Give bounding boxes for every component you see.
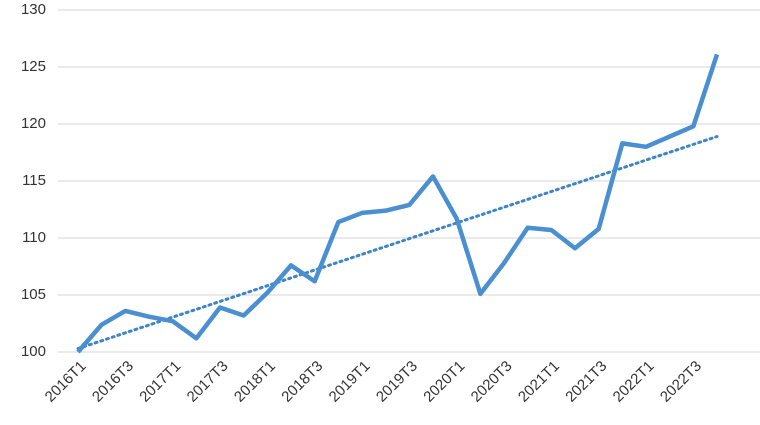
x-tick-label: 2021T3 xyxy=(562,358,610,406)
x-tick-label: 2019T1 xyxy=(326,358,374,406)
x-tick-label: 2018T1 xyxy=(231,358,279,406)
x-tick-label: 2021T1 xyxy=(515,358,563,406)
trend-line xyxy=(76,135,719,351)
y-tick-label: 120 xyxy=(21,115,46,132)
x-tick-label: 2022T3 xyxy=(657,358,705,406)
y-tick-label: 100 xyxy=(21,343,46,360)
y-tick-label: 115 xyxy=(22,172,46,189)
y-tick-label: 130 xyxy=(21,1,46,18)
data-line xyxy=(76,53,720,354)
x-tick-label: 2016T3 xyxy=(89,358,137,406)
x-tick-label: 2020T1 xyxy=(420,358,468,406)
y-tick-label: 110 xyxy=(22,229,46,246)
x-tick-label: 2018T3 xyxy=(278,358,326,406)
y-tick-label: 125 xyxy=(21,58,46,75)
x-tick-label: 2022T1 xyxy=(610,358,658,406)
y-tick-label: 105 xyxy=(21,286,46,303)
x-tick-label: 2019T3 xyxy=(373,358,421,406)
x-tick-label: 2017T1 xyxy=(136,358,184,406)
x-tick-label: 2016T1 xyxy=(42,358,90,406)
x-tick-label: 2020T3 xyxy=(468,358,516,406)
x-tick-label: 2017T3 xyxy=(184,358,232,406)
